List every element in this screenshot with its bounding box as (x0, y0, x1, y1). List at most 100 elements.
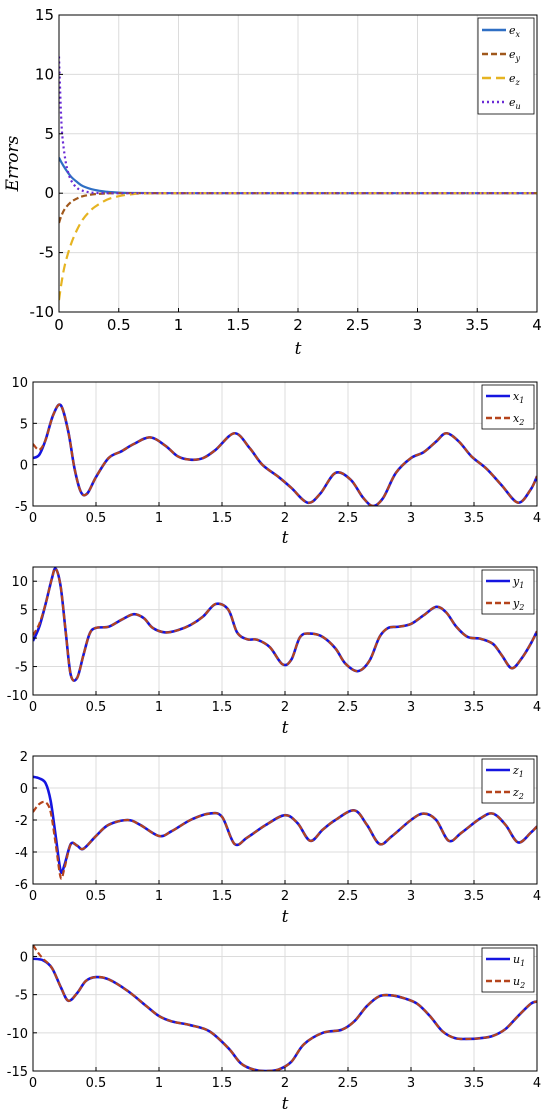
y-tick-label: 15 (35, 6, 54, 24)
legend-label-z1: z1 (512, 764, 524, 779)
x-tick-label: 3.5 (464, 700, 485, 715)
series-line-ey (59, 192, 537, 224)
x-tick-label: 4 (533, 700, 541, 715)
x-tick-label: 0 (29, 889, 37, 904)
x-tick-label: 3.5 (465, 316, 489, 334)
x-tick-label: 2.5 (338, 511, 359, 526)
y-tick-label: 0 (20, 632, 28, 647)
legend-box (477, 17, 535, 115)
x-tick-label: 2 (281, 1076, 289, 1091)
chart-panel-1: 0 0.5 1 1.5 2 2.5 3 3.5 4-10-5051015tErrorsexeye… (3, 6, 542, 359)
x-tick-label: 2 (281, 511, 289, 526)
x-tick-label: 0 (29, 1076, 37, 1091)
x-tick-label: 3 (413, 316, 423, 334)
y-tick-label: -4 (15, 846, 28, 861)
x-tick-label: 3.5 (464, 1076, 485, 1091)
x-tick-label: 1.5 (212, 889, 233, 904)
legend-label-x1: x1 (513, 390, 524, 405)
series-line-z2 (33, 800, 537, 880)
x-tick-label: 3 (407, 889, 415, 904)
x-tick-label: 2.5 (338, 889, 359, 904)
legend-box (481, 384, 535, 430)
x-tick-label: 2.5 (338, 1076, 359, 1091)
legend-box (481, 758, 535, 804)
legend-label-eu: eu (509, 96, 521, 111)
x-tick-label: 4 (532, 316, 542, 334)
x-axis-label: t (295, 339, 302, 359)
y-tick-label: 5 (44, 125, 54, 143)
y-tick-label: -10 (30, 303, 55, 321)
legend-label-x2: x2 (513, 412, 524, 427)
x-tick-label: 1.5 (212, 1076, 233, 1091)
series-line-x2 (33, 403, 537, 506)
x-tick-label: 1.5 (212, 511, 233, 526)
y-tick-label: 5 (20, 604, 28, 619)
x-tick-label: 4 (533, 511, 541, 526)
x-tick-label: 0 (54, 316, 64, 334)
y-tick-label: -10 (7, 1027, 28, 1042)
x-axis-label: t (282, 1094, 289, 1113)
y-tick-label: 0 (20, 950, 28, 965)
legend-label-ey: ey (509, 48, 521, 63)
x-tick-label: 0.5 (107, 316, 131, 334)
x-tick-label: 1 (155, 889, 163, 904)
x-tick-label: 1 (155, 1076, 163, 1091)
x-tick-label: 1 (174, 316, 184, 334)
x-tick-label: 2 (293, 316, 303, 334)
x-tick-label: 2 (281, 889, 289, 904)
y-tick-label: 0 (20, 459, 28, 474)
x-tick-label: 2.5 (338, 700, 359, 715)
x-tick-label: 0.5 (86, 889, 107, 904)
x-tick-label: 3.5 (464, 889, 485, 904)
x-tick-label: 1 (155, 700, 163, 715)
legend-label-ez: ez (509, 72, 521, 87)
x-tick-label: 3 (407, 511, 415, 526)
y-axis-label: Errors (3, 135, 23, 192)
y-tick-label: -15 (7, 1065, 28, 1080)
y-tick-label: 2 (20, 750, 28, 765)
y-tick-label: 10 (35, 65, 54, 83)
legend-label-z2: z2 (512, 786, 524, 801)
x-tick-label: 4 (533, 889, 541, 904)
x-tick-label: 3 (407, 1076, 415, 1091)
y-tick-label: -6 (15, 878, 28, 893)
x-axis-label: t (282, 907, 289, 927)
x-axis-label: t (282, 718, 289, 738)
y-tick-label: -10 (7, 689, 28, 704)
y-tick-label: -5 (39, 244, 54, 262)
x-tick-label: 3 (407, 700, 415, 715)
x-axis-label: t (282, 528, 289, 548)
y-tick-label: 0 (20, 782, 28, 797)
x-tick-label: 1.5 (212, 700, 233, 715)
y-tick-label: -5 (15, 989, 28, 1004)
x-tick-label: 0.5 (86, 700, 107, 715)
y-tick-label: -5 (15, 661, 28, 676)
y-tick-label: 0 (44, 184, 54, 202)
legend-label-u1: u1 (513, 953, 525, 968)
x-tick-label: 3.5 (464, 511, 485, 526)
y-tick-label: -2 (15, 814, 28, 829)
legend: ex ey ez eu (477, 17, 535, 115)
legend-label-y1: y1 (512, 575, 524, 590)
legend-box (481, 947, 535, 993)
x-tick-label: 2.5 (346, 316, 370, 334)
legend-box (481, 569, 535, 615)
x-tick-label: 1.5 (226, 316, 250, 334)
y-tick-label: 5 (20, 417, 28, 432)
x-tick-label: 0 (29, 511, 37, 526)
legend-label-y2: y2 (512, 597, 524, 612)
x-tick-label: 0.5 (86, 511, 107, 526)
series-line-y2 (33, 567, 537, 682)
y-tick-label: 10 (11, 376, 28, 391)
y-tick-label: -5 (15, 500, 28, 515)
series-line-eu (59, 56, 537, 195)
